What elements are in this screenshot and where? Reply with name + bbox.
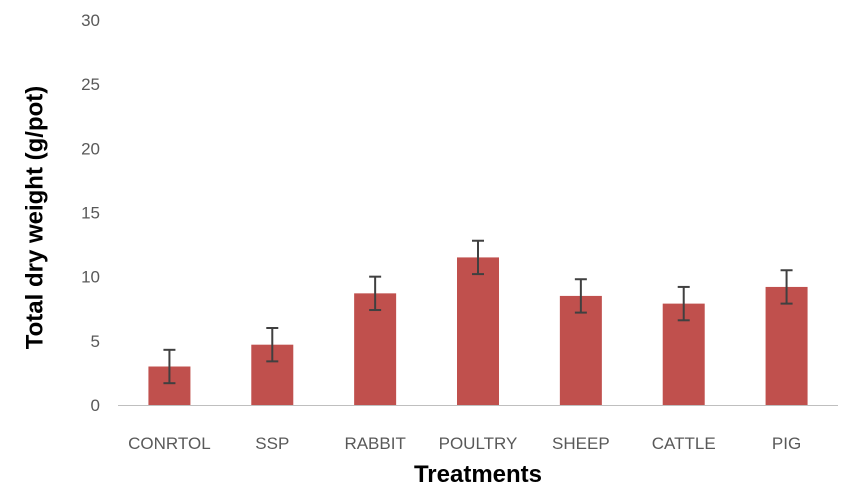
bar [559, 295, 602, 405]
y-tick-label: 5 [91, 332, 100, 351]
y-tick-label: 30 [81, 11, 100, 30]
x-tick-label: CONRTOL [128, 434, 211, 453]
x-tick-label: PIG [772, 434, 801, 453]
x-tick-label: POULTRY [439, 434, 518, 453]
y-tick-label: 25 [81, 75, 100, 94]
x-axis-ticks: CONRTOL SSP RABBIT POULTRY SHEEP CATTLE PIG [128, 434, 801, 453]
x-tick-label: SSP [255, 434, 289, 453]
y-tick-label: 0 [91, 396, 100, 415]
error-bars [163, 239, 793, 385]
x-tick-label: CATTLE [652, 434, 716, 453]
x-tick-label: RABBIT [344, 434, 405, 453]
y-tick-label: 15 [81, 204, 100, 223]
y-axis-title: Total dry weight (g/pot) [21, 86, 48, 350]
bar [457, 257, 499, 405]
bar [354, 293, 397, 405]
y-tick-label: 20 [81, 139, 100, 158]
x-tick-label: SHEEP [552, 434, 610, 453]
bars [148, 257, 808, 405]
y-tick-label: 10 [81, 268, 100, 287]
x-axis-title: Treatments [414, 461, 542, 488]
y-axis-ticks: 0 5 10 15 20 25 30 [81, 11, 100, 415]
bar [765, 286, 808, 405]
